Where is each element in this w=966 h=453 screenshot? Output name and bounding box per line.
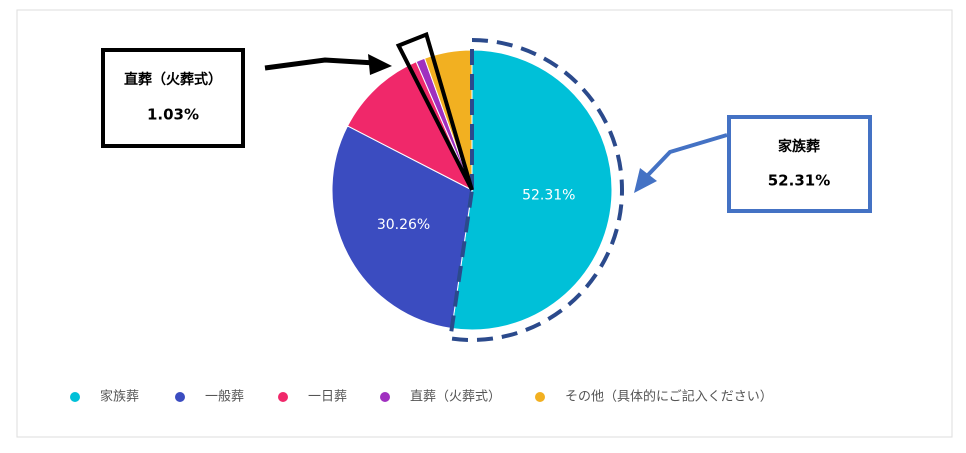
data-label: 52.31% [522,188,575,204]
annotation-value: 52.31% [768,172,830,190]
legend-marker [535,392,545,402]
pie-slice [451,49,613,331]
legend-label: その他（具体的にご記入ください） [565,389,773,405]
pie-slice [346,60,474,192]
highlight-outline [395,31,474,191]
arrow [264,57,376,71]
legend-label: 直葬（火葬式） [410,390,501,405]
legend-marker [380,392,390,402]
annotation-box [101,48,245,148]
arrow [646,133,728,177]
pie: 52.31% 30.26% [331,31,624,342]
annotation-value: 1.03% [147,106,199,124]
legend: 家族葬 一般葬 一日葬 直葬（火葬式） その他（具体的にご記入ください） [70,389,773,405]
legend-marker [175,392,185,402]
legend-label: 家族葬 [100,389,139,405]
legend-marker [70,392,80,402]
annotation-title: 家族葬 [778,138,820,155]
data-label: 30.26% [377,217,430,233]
arrow-head [634,168,657,193]
legend-label: 一日葬 [308,390,347,405]
legend-marker [278,392,288,402]
annotation-title: 直葬（火葬式） [124,71,222,88]
legend-label: 一般葬 [205,389,244,405]
annotation-box [727,115,872,213]
arrow-head [368,54,392,75]
pie-slice [331,125,473,330]
